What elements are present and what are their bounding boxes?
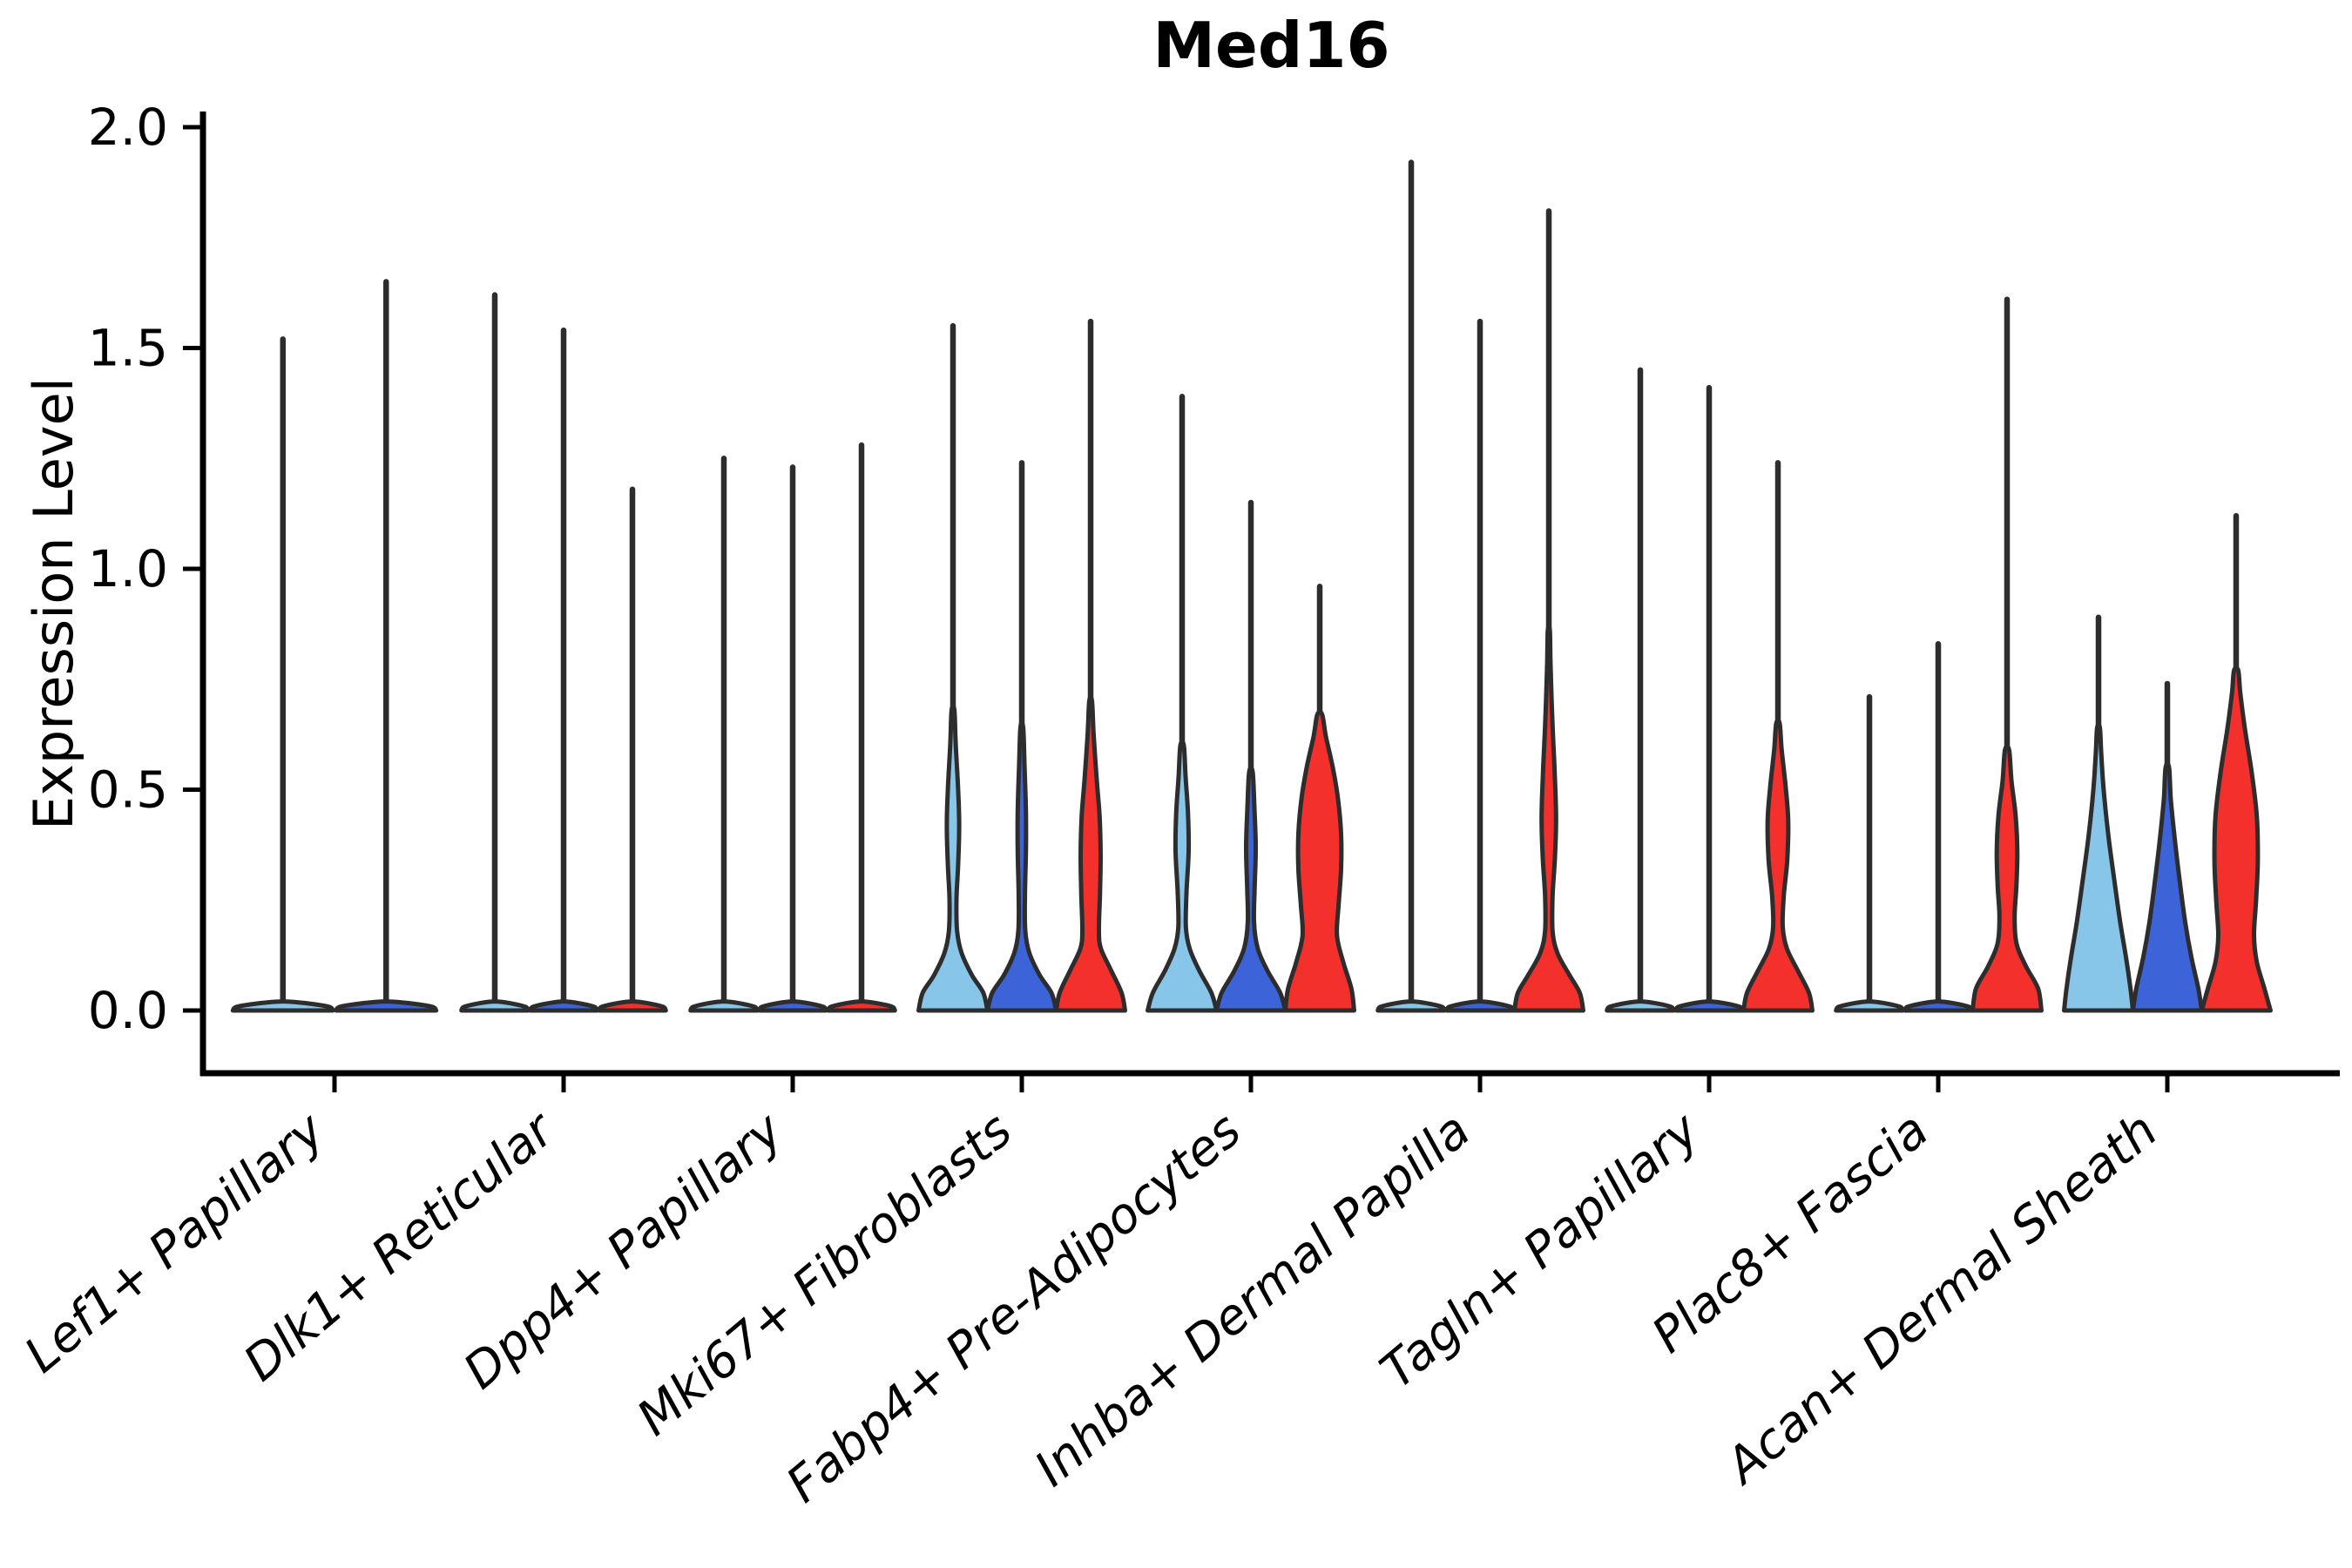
violin-body-dark_blue bbox=[1444, 999, 1516, 1013]
violin-body-light_blue bbox=[230, 999, 335, 1013]
violin-body-dark_blue bbox=[985, 720, 1058, 1013]
y-tick-label: 1.0 bbox=[88, 539, 168, 598]
violin-body-light_blue bbox=[688, 999, 760, 1013]
y-tick-label: 0.0 bbox=[88, 981, 168, 1040]
x-tick-label: Fabp4+ Pre-Adipocytes bbox=[776, 1102, 1252, 1514]
violin-body-red bbox=[1970, 743, 2044, 1013]
violin-body-dark_blue bbox=[334, 999, 439, 1013]
violin-body-light_blue bbox=[916, 703, 990, 1013]
violin-body-light_blue bbox=[1375, 999, 1447, 1013]
violin-body-red bbox=[1054, 694, 1127, 1013]
violin-body-dark_blue bbox=[2131, 761, 2204, 1013]
plot-title: Med16 bbox=[1152, 9, 1390, 82]
violin-body-light_blue bbox=[459, 999, 531, 1013]
violin-body-dark_blue bbox=[1673, 999, 1745, 1013]
violin-body-light_blue bbox=[1146, 739, 1219, 1013]
violin-body-light_blue bbox=[2062, 722, 2135, 1013]
violin-body-red bbox=[1741, 718, 1815, 1013]
violin-body-red bbox=[826, 999, 897, 1013]
violin-body-red bbox=[1512, 624, 1585, 1013]
violin-body-red bbox=[597, 999, 668, 1013]
violin-body-dark_blue bbox=[1903, 999, 1974, 1013]
violin-body-red bbox=[1283, 709, 1356, 1013]
violin-body-light_blue bbox=[1605, 999, 1676, 1013]
y-tick-label: 2.0 bbox=[88, 98, 168, 157]
x-tick-label: Acan+ Dermal Sheath bbox=[1713, 1102, 2168, 1497]
y-tick-label: 1.5 bbox=[88, 319, 168, 378]
violin-body-light_blue bbox=[1834, 999, 1905, 1013]
violin-body-dark_blue bbox=[528, 999, 599, 1013]
violin-body-dark_blue bbox=[757, 999, 828, 1013]
x-tick-label: Inhba+ Dermal Papilla bbox=[1024, 1102, 1481, 1497]
violin-body-dark_blue bbox=[1214, 765, 1288, 1013]
violin-body-red bbox=[2200, 666, 2273, 1013]
y-tick-label: 0.5 bbox=[88, 760, 168, 820]
x-tick-label: Mki67+ Fibroblasts bbox=[627, 1102, 1023, 1447]
